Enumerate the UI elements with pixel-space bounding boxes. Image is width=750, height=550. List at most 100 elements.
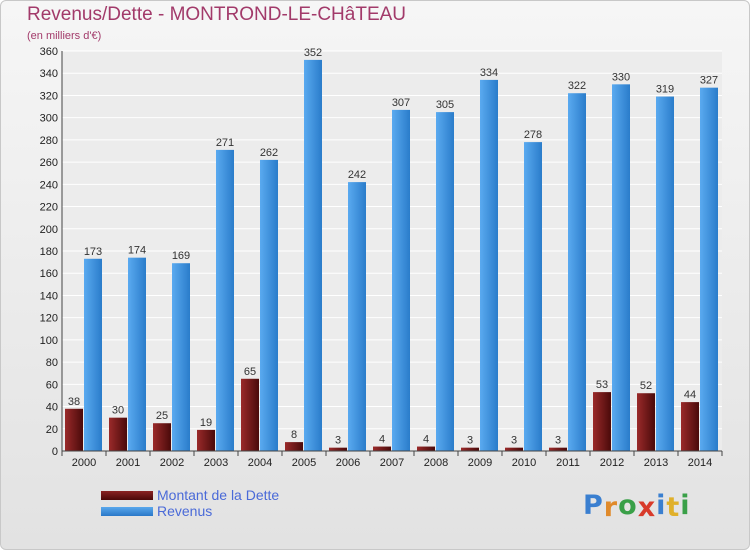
y-axis: 0 20 40 60 80 100 120 140 160 180 200 220 240 260 280 3… xyxy=(40,46,63,458)
y-tick-label: 280 xyxy=(40,135,58,147)
logo-letter: x xyxy=(637,492,657,523)
x-tick-label: 2008 xyxy=(424,457,448,469)
y-tick-label: 180 xyxy=(40,246,58,258)
data-label-dette: 8 xyxy=(291,429,297,441)
bar-dette xyxy=(593,392,611,451)
y-tick-label: 340 xyxy=(40,68,58,80)
bar-revenus xyxy=(568,93,586,451)
bars: 3817330174251691927165262835232424307430… xyxy=(65,47,718,452)
logo-letter: t xyxy=(666,492,681,523)
logo-letter: i xyxy=(656,490,667,521)
bar-revenus xyxy=(348,182,366,451)
x-tick-label: 2013 xyxy=(644,457,668,469)
legend-swatch-dette xyxy=(101,491,153,500)
bar-dette xyxy=(637,393,655,451)
logo-letter: i xyxy=(680,490,691,521)
x-tick-label: 2005 xyxy=(292,457,316,469)
data-label-dette: 4 xyxy=(379,434,385,446)
y-tick-label: 120 xyxy=(40,313,58,325)
x-tick-label: 2010 xyxy=(512,457,536,469)
y-tick-label: 300 xyxy=(40,113,58,125)
x-tick-label: 2002 xyxy=(160,457,184,469)
y-tick-label: 40 xyxy=(46,402,58,414)
bar-revenus xyxy=(612,84,630,451)
x-tick-label: 2004 xyxy=(248,457,272,469)
data-label-revenus: 305 xyxy=(436,99,454,111)
data-label-dette: 30 xyxy=(112,405,124,417)
bar-revenus xyxy=(656,96,674,452)
y-tick-label: 20 xyxy=(46,424,58,436)
bar-dette xyxy=(153,423,171,451)
proxiti-logo: Proxiti xyxy=(583,490,691,523)
data-label-dette: 53 xyxy=(596,379,608,391)
bar-dette xyxy=(505,447,523,451)
data-label-revenus: 174 xyxy=(128,245,146,257)
y-tick-label: 320 xyxy=(40,90,58,102)
legend-label-dette: Montant de la Dette xyxy=(157,487,280,503)
y-tick-label: 140 xyxy=(40,290,58,302)
data-label-revenus: 278 xyxy=(524,129,542,141)
bar-revenus xyxy=(480,79,498,451)
data-label-dette: 44 xyxy=(684,389,696,401)
y-tick-label: 60 xyxy=(46,379,58,391)
y-tick-label: 0 xyxy=(52,446,58,458)
x-tick-label: 2012 xyxy=(600,457,624,469)
data-label-revenus: 322 xyxy=(568,80,586,92)
bar-dette xyxy=(417,446,435,451)
data-label-dette: 3 xyxy=(335,435,341,447)
chart-subtitle: (en milliers d'€) xyxy=(27,30,102,42)
data-label-dette: 38 xyxy=(68,396,80,408)
bar-dette xyxy=(285,442,303,451)
data-label-dette: 4 xyxy=(423,434,429,446)
y-tick-label: 220 xyxy=(40,202,58,214)
y-tick-label: 160 xyxy=(40,268,58,280)
bar-revenus xyxy=(436,112,454,451)
data-label-revenus: 242 xyxy=(348,169,366,181)
data-label-revenus: 307 xyxy=(392,97,410,109)
data-label-revenus: 173 xyxy=(84,246,102,258)
logo-letter: P xyxy=(583,490,604,521)
bar-dette xyxy=(197,429,215,451)
data-label-revenus: 319 xyxy=(656,84,674,96)
bar-dette xyxy=(329,447,347,451)
data-label-dette: 3 xyxy=(511,435,517,447)
bar-dette xyxy=(65,408,83,451)
bar-dette xyxy=(461,447,479,451)
data-label-revenus: 334 xyxy=(480,67,498,79)
data-label-dette: 65 xyxy=(244,366,256,378)
data-label-revenus: 169 xyxy=(172,250,190,262)
bar-revenus xyxy=(304,59,322,452)
bar-revenus xyxy=(84,258,102,451)
x-tick-label: 2009 xyxy=(468,457,492,469)
bar-chart: 0 20 40 60 80 100 120 140 160 180 200 220 240 260 280 3… xyxy=(40,46,723,469)
legend-swatch-revenus xyxy=(101,507,153,516)
data-label-revenus: 327 xyxy=(700,75,718,87)
y-tick-label: 200 xyxy=(40,224,58,236)
logo-letter: o xyxy=(618,490,638,521)
data-label-dette: 3 xyxy=(467,435,473,447)
bar-dette xyxy=(373,446,391,451)
y-tick-label: 260 xyxy=(40,157,58,169)
bar-revenus xyxy=(128,257,146,451)
x-tick-label: 2011 xyxy=(556,457,580,469)
data-label-revenus: 262 xyxy=(260,147,278,159)
x-tick-label: 2001 xyxy=(116,457,140,469)
bar-revenus xyxy=(700,87,718,452)
bar-revenus xyxy=(260,159,278,451)
logo-letter: r xyxy=(603,492,619,523)
bar-dette xyxy=(681,402,699,451)
x-tick-label: 2000 xyxy=(72,457,96,469)
data-label-dette: 19 xyxy=(200,417,212,429)
bar-revenus xyxy=(172,263,190,451)
data-label-dette: 52 xyxy=(640,380,652,392)
bar-dette xyxy=(109,417,127,451)
bar-revenus xyxy=(216,149,234,451)
data-label-revenus: 271 xyxy=(216,137,234,149)
bar-dette xyxy=(549,447,567,451)
bar-dette xyxy=(241,378,259,451)
x-tick-label: 2007 xyxy=(380,457,404,469)
data-label-dette: 3 xyxy=(555,435,561,447)
y-tick-label: 240 xyxy=(40,179,58,191)
data-label-revenus: 330 xyxy=(612,71,630,83)
bar-revenus xyxy=(392,109,410,451)
